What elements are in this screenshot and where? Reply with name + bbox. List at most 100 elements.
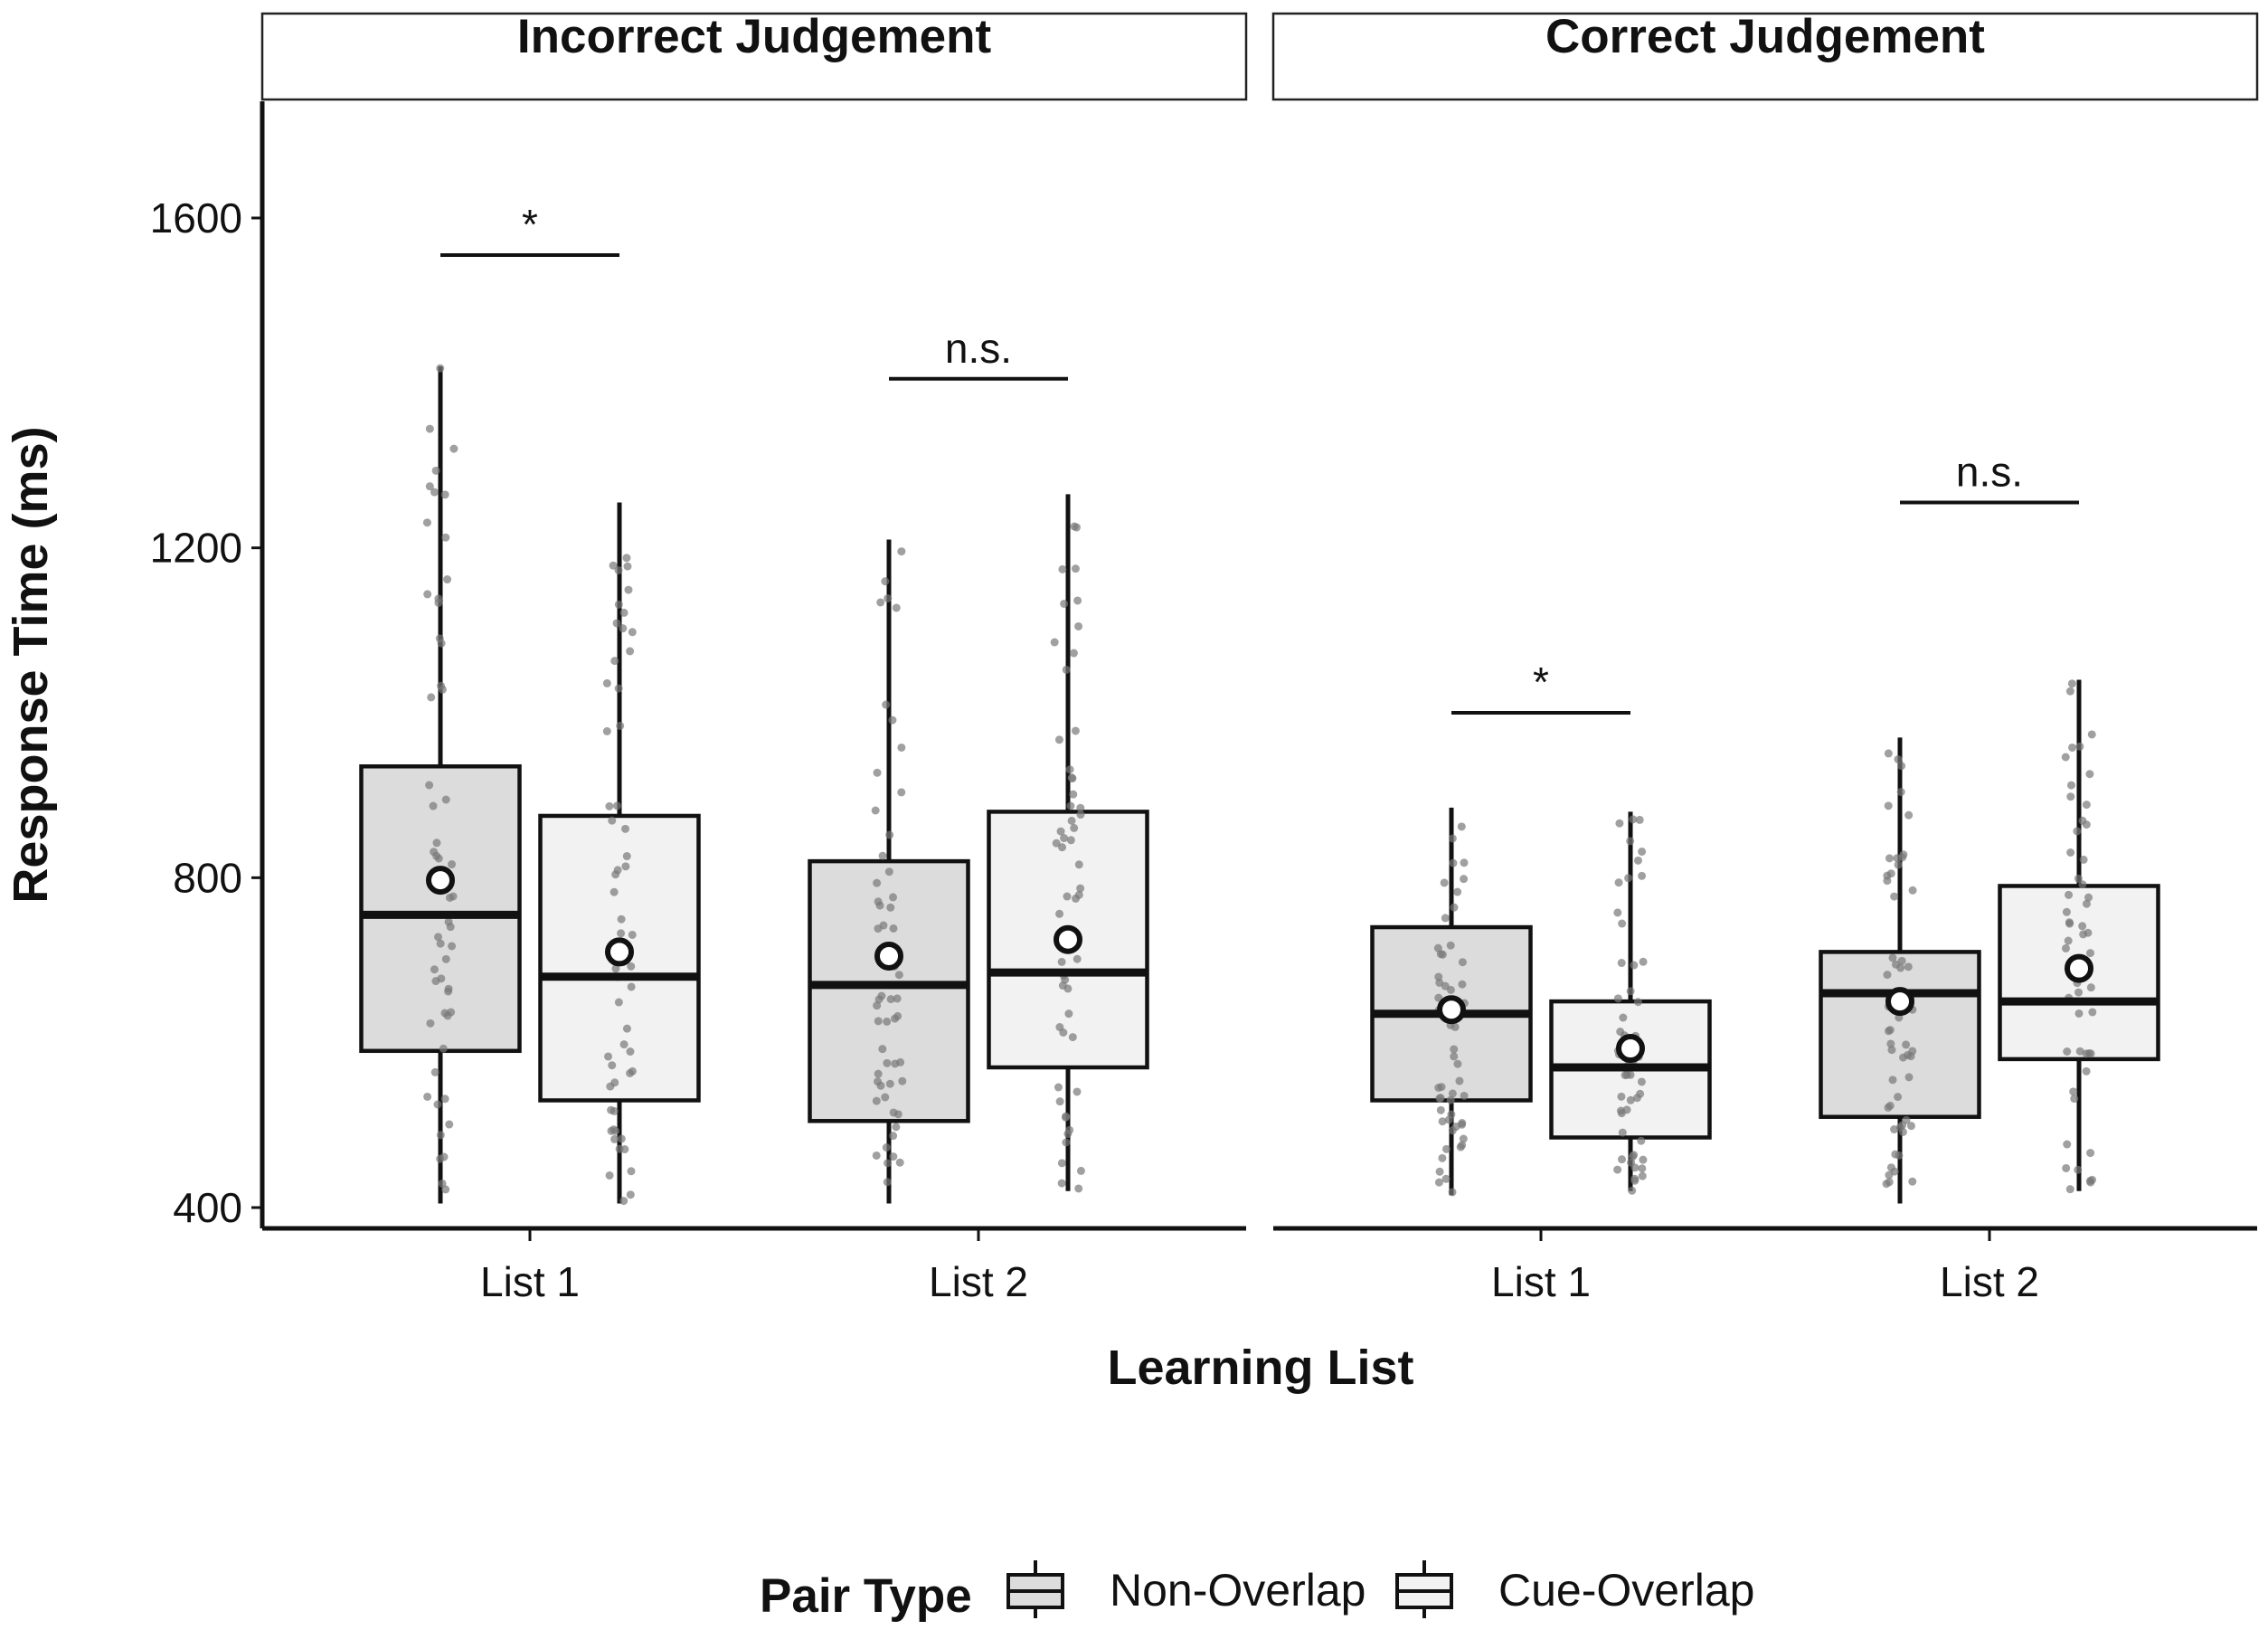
box-group <box>808 539 970 1204</box>
data-point <box>1628 1186 1637 1195</box>
legend-item: Non-Overlap <box>1006 1560 1366 1618</box>
data-point <box>1062 1138 1071 1147</box>
data-point <box>626 1047 635 1057</box>
data-point <box>1617 959 1626 968</box>
data-point <box>1460 858 1469 867</box>
y-tick-label: 800 <box>173 854 242 901</box>
data-point <box>2086 949 2095 958</box>
data-point <box>1050 638 1059 647</box>
data-point <box>1457 822 1466 831</box>
data-point <box>1438 1153 1447 1162</box>
data-point <box>1448 834 1457 843</box>
data-point <box>2074 988 2084 997</box>
data-point <box>1613 994 1622 1003</box>
mean-marker <box>1616 1034 1645 1064</box>
data-point <box>1074 860 1083 869</box>
data-point <box>621 862 630 871</box>
data-point <box>1630 1174 1640 1183</box>
data-point <box>445 1120 454 1129</box>
legend-label: Non-Overlap <box>1110 1565 1366 1616</box>
data-point <box>1447 1110 1456 1119</box>
data-point <box>602 726 611 735</box>
data-point <box>449 444 458 453</box>
data-point <box>1897 762 1906 771</box>
data-point <box>1056 827 1065 836</box>
x-tick-label: List 2 <box>929 1258 1028 1305</box>
data-point <box>2078 922 2087 931</box>
data-point <box>619 608 628 617</box>
data-point <box>612 801 621 810</box>
data-point <box>2065 890 2074 899</box>
data-point <box>425 424 434 433</box>
x-axis-title: Learning List <box>1107 1341 1413 1395</box>
data-point <box>2075 742 2084 751</box>
data-point <box>435 634 444 643</box>
data-point <box>895 1158 904 1167</box>
data-point <box>1066 836 1075 845</box>
data-point <box>611 964 620 973</box>
data-point <box>1638 1164 1647 1173</box>
data-point <box>1630 1151 1639 1160</box>
data-point <box>1055 1097 1064 1106</box>
data-point <box>1460 875 1469 884</box>
data-point <box>2061 753 2070 762</box>
data-point <box>1886 1039 1895 1048</box>
data-point <box>448 942 457 951</box>
data-point <box>1446 941 1455 950</box>
data-point <box>605 801 614 810</box>
data-point <box>1063 984 1073 993</box>
data-point <box>1459 1134 1468 1143</box>
legend-items: Non-Overlap Cue-Overlap <box>1006 1560 1754 1618</box>
data-point <box>1067 773 1076 782</box>
data-point <box>615 1144 624 1153</box>
data-point <box>1065 765 1074 774</box>
data-point <box>1460 1091 1469 1100</box>
data-point <box>621 824 630 833</box>
data-point <box>441 954 450 963</box>
data-point <box>438 1179 447 1188</box>
data-point <box>1896 963 1905 972</box>
box-group <box>359 364 522 1204</box>
data-point <box>628 930 637 939</box>
data-point <box>430 488 439 497</box>
data-point <box>627 982 636 991</box>
data-point <box>889 1152 898 1161</box>
data-point <box>1884 1103 1893 1112</box>
data-point <box>2070 1095 2079 1104</box>
data-point <box>425 781 434 790</box>
data-point <box>874 1017 883 1026</box>
data-point <box>884 1159 893 1168</box>
data-point <box>1890 892 1899 901</box>
data-point <box>1894 754 1903 763</box>
data-point <box>1058 843 1067 852</box>
data-point <box>626 1190 635 1199</box>
data-point <box>883 1017 892 1026</box>
data-point <box>889 893 898 902</box>
data-point <box>2088 1175 2097 1184</box>
data-point <box>876 1081 885 1090</box>
data-point <box>1613 1165 1622 1174</box>
data-point <box>1440 878 1449 887</box>
data-point <box>2062 1163 2071 1172</box>
data-point <box>2074 874 2083 883</box>
y-tick-label: 400 <box>173 1184 242 1231</box>
data-point <box>617 929 626 938</box>
data-point <box>427 693 436 702</box>
data-point <box>889 924 898 933</box>
data-point <box>1071 564 1080 573</box>
data-point <box>436 1154 445 1163</box>
facet-panels: Incorrect Judgement 400 800 1200 1600 List 1 L… <box>150 10 2259 1305</box>
legend: Pair Type Non-Overlap Cue-Overlap <box>760 1560 1754 1623</box>
data-point <box>1638 871 1647 880</box>
data-point <box>874 995 884 1004</box>
data-point <box>2065 918 2074 927</box>
data-point <box>1453 887 1462 896</box>
data-point <box>889 1132 898 1141</box>
facet-strip <box>260 12 1248 101</box>
data-point <box>1614 878 1623 887</box>
data-point <box>619 1197 628 1206</box>
data-point <box>1446 985 1455 994</box>
data-point <box>1883 871 1892 880</box>
data-point <box>872 1151 881 1160</box>
